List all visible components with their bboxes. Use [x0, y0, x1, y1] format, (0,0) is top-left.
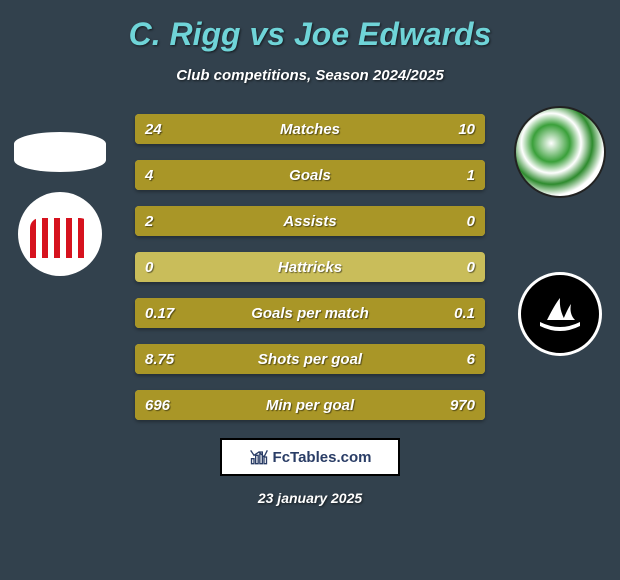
- stat-value-right: 6: [425, 351, 485, 368]
- title: C. Rigg vs Joe Edwards: [0, 16, 620, 53]
- stat-rows: 24Matches104Goals12Assists00Hattricks00.…: [135, 114, 485, 420]
- stat-value-right: 0: [425, 213, 485, 230]
- ship-icon: [535, 294, 585, 334]
- stat-row: 4Goals1: [135, 160, 485, 190]
- player2-avatar: [514, 106, 606, 198]
- comparison-card: C. Rigg vs Joe Edwards Club competitions…: [0, 0, 620, 580]
- stat-value-right: 0: [425, 259, 485, 276]
- date: 23 january 2025: [0, 490, 620, 506]
- stat-value-left: 696: [135, 397, 195, 414]
- branding-text: FcTables.com: [273, 449, 372, 466]
- stat-label: Matches: [195, 121, 425, 138]
- branding-badge: FcTables.com: [220, 438, 400, 476]
- stat-row: 24Matches10: [135, 114, 485, 144]
- player1-name: C. Rigg: [129, 16, 241, 52]
- stat-label: Hattricks: [195, 259, 425, 276]
- stat-value-right: 0.1: [425, 305, 485, 322]
- stat-value-left: 0: [135, 259, 195, 276]
- stat-value-right: 970: [425, 397, 485, 414]
- stat-value-left: 0.17: [135, 305, 195, 322]
- stat-value-left: 8.75: [135, 351, 195, 368]
- player1-avatar: [14, 132, 106, 172]
- stat-row: 2Assists0: [135, 206, 485, 236]
- stat-label: Goals: [195, 167, 425, 184]
- player2-name: Joe Edwards: [294, 16, 491, 52]
- title-vs: vs: [241, 16, 294, 52]
- stat-label: Shots per goal: [195, 351, 425, 368]
- stat-value-left: 24: [135, 121, 195, 138]
- stat-row: 0.17Goals per match0.1: [135, 298, 485, 328]
- stat-value-right: 10: [425, 121, 485, 138]
- stat-value-right: 1: [425, 167, 485, 184]
- stat-row: 8.75Shots per goal6: [135, 344, 485, 374]
- player1-club-badge: [18, 192, 102, 276]
- stat-row: 0Hattricks0: [135, 252, 485, 282]
- stat-value-left: 2: [135, 213, 195, 230]
- subtitle: Club competitions, Season 2024/2025: [0, 67, 620, 84]
- chart-icon: [249, 447, 269, 467]
- stat-value-left: 4: [135, 167, 195, 184]
- stat-label: Min per goal: [195, 397, 425, 414]
- stat-row: 696Min per goal970: [135, 390, 485, 420]
- stats-area: 24Matches104Goals12Assists00Hattricks00.…: [0, 114, 620, 420]
- stat-label: Assists: [195, 213, 425, 230]
- player2-club-badge: [518, 272, 602, 356]
- stat-label: Goals per match: [195, 305, 425, 322]
